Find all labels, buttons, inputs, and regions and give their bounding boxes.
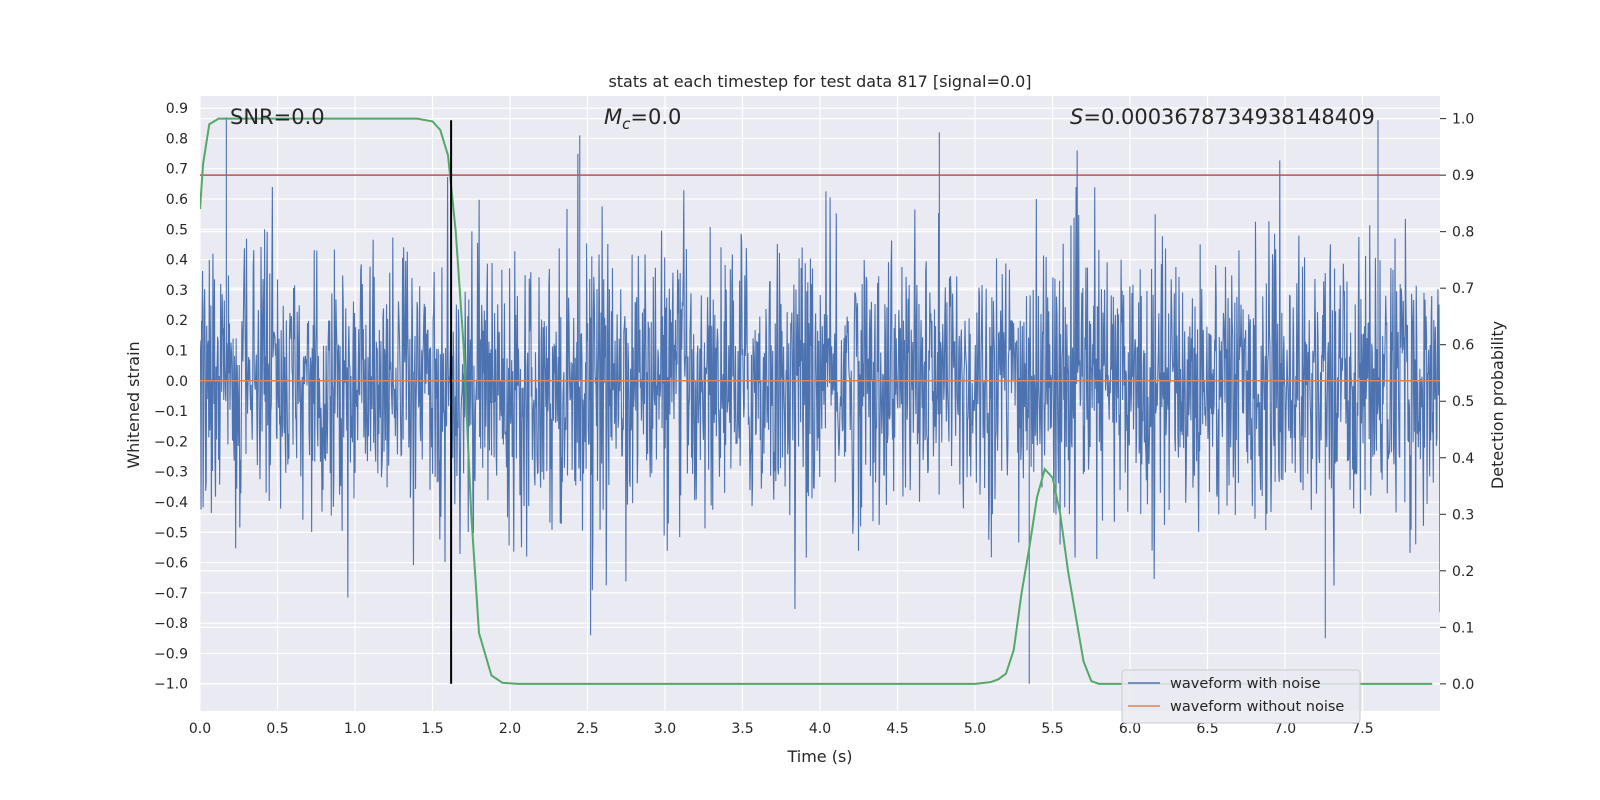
y-tick-label: −0.7 xyxy=(154,586,188,602)
s-symbol: S xyxy=(1070,105,1083,129)
y-tick-label: −0.5 xyxy=(154,525,188,541)
x-tick-label: 5.5 xyxy=(1041,721,1063,737)
y-tick-label: −0.2 xyxy=(154,434,188,450)
snr-value: 0.0 xyxy=(291,105,324,129)
y2-tick-label: 0.0 xyxy=(1452,677,1474,693)
x-tick-label: 7.0 xyxy=(1274,721,1296,737)
y2-axis-title: Detection probability xyxy=(1488,321,1507,489)
y-tick-label: 0.3 xyxy=(166,283,188,299)
x-tick-label: 7.5 xyxy=(1351,721,1373,737)
x-tick-label: 0.0 xyxy=(189,721,211,737)
x-tick-labels: 0.0 0.5 1.0 1.5 2.0 2.5 3.0 3.5 4.0 4.5 5.0 5.5 6.0 6… xyxy=(189,721,1374,737)
y2-tick-label: 0.4 xyxy=(1452,451,1474,467)
x-tick-label: 3.5 xyxy=(731,721,753,737)
y-tick-label: −0.3 xyxy=(154,465,188,481)
x-tick-label: 4.0 xyxy=(809,721,831,737)
y-axis-title: Whitened strain xyxy=(124,341,143,468)
series-detection-probability xyxy=(200,117,1433,685)
y2-tick-label: 0.1 xyxy=(1452,620,1474,636)
legend-label-clean: waveform without noise xyxy=(1170,699,1344,715)
y-tick-label: 0.9 xyxy=(166,101,188,117)
mc-value: =0.0 xyxy=(630,105,681,129)
annotation-chirp-mass: Mc=0.0 xyxy=(604,105,681,133)
series-waveform-with-noise xyxy=(200,117,1440,684)
y-tick-label: 0.1 xyxy=(166,343,188,359)
y2-tick-label: 0.7 xyxy=(1452,281,1474,297)
y-tick-label: 0.8 xyxy=(166,131,188,147)
y-tick-label: −0.8 xyxy=(154,616,188,632)
y2-tick-label: 1.0 xyxy=(1452,112,1474,128)
x-tick-label: 2.0 xyxy=(499,721,521,737)
x-tick-label: 0.5 xyxy=(266,721,288,737)
x-tick-label: 1.5 xyxy=(421,721,443,737)
y-tick-label: 0.2 xyxy=(166,313,188,329)
x-tick-label: 3.0 xyxy=(654,721,676,737)
snr-prefix: SNR= xyxy=(230,105,291,129)
y2-tick-label: 0.6 xyxy=(1452,338,1474,354)
x-tick-label: 4.5 xyxy=(886,721,908,737)
legend-label-noise: waveform with noise xyxy=(1170,676,1321,692)
y-tick-label: 0.6 xyxy=(166,192,188,208)
y2-tick-label: 0.9 xyxy=(1452,168,1474,184)
y2-tick-label: 0.2 xyxy=(1452,564,1474,580)
annotation-s: S=0.0003678734938148409 xyxy=(1070,105,1375,129)
y2-tick-label: 0.5 xyxy=(1452,394,1474,410)
x-tick-label: 5.0 xyxy=(964,721,986,737)
y-tick-label: −1.0 xyxy=(154,677,188,693)
y2-tick-labels: 1.0 0.9 0.8 0.7 0.6 0.5 0.4 0.3 0.2 0.1 0.0 xyxy=(1440,112,1474,693)
x-tick-label: 1.0 xyxy=(344,721,366,737)
x-tick-label: 6.0 xyxy=(1119,721,1141,737)
y-tick-label: 0.7 xyxy=(166,162,188,178)
x-tick-label: 6.5 xyxy=(1196,721,1218,737)
y-tick-label: 0.0 xyxy=(166,374,188,390)
s-value: =0.0003678734938148409 xyxy=(1083,105,1375,129)
y-tick-label: −0.4 xyxy=(154,495,188,511)
y-tick-label: −0.9 xyxy=(154,646,188,662)
annotation-snr: SNR=0.0 xyxy=(230,105,325,129)
y-tick-label: 0.5 xyxy=(166,222,188,238)
legend-box xyxy=(1121,669,1361,724)
x-tick-label: 2.5 xyxy=(576,721,598,737)
legend: waveform with noise waveform without noi… xyxy=(1121,669,1361,724)
y2-tick-label: 0.3 xyxy=(1452,507,1474,523)
y2-tick-label: 0.8 xyxy=(1452,225,1474,241)
y-tick-labels: 0.9 0.8 0.7 0.6 0.5 0.4 0.3 0.2 0.1 0.0 −0.1 −0.2 −0… xyxy=(154,101,188,693)
mc-symbol: M xyxy=(604,105,622,129)
y-tick-label: 0.4 xyxy=(166,253,188,269)
x-axis-title: Time (s) xyxy=(786,747,852,766)
y-tick-label: −0.1 xyxy=(154,404,188,420)
chart-title: stats at each timestep for test data 817… xyxy=(608,72,1031,91)
y-tick-label: −0.6 xyxy=(154,556,188,572)
mc-subscript: c xyxy=(622,115,631,133)
